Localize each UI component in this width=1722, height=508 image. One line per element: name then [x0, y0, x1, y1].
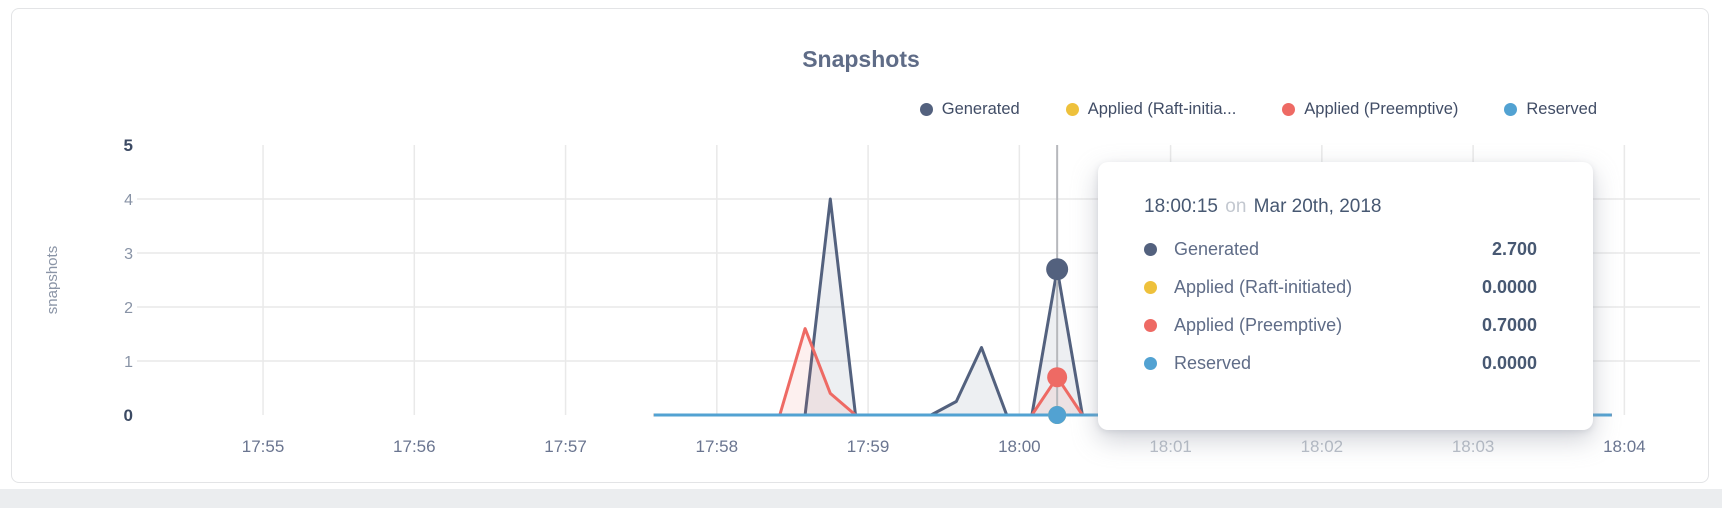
tooltip-series-value: 2.700 — [1491, 238, 1537, 259]
legend-label: Reserved — [1526, 100, 1597, 118]
tooltip-date: Mar 20th, 2018 — [1253, 196, 1382, 217]
legend-label: Applied (Preemptive) — [1304, 100, 1459, 118]
tooltip-series-label: Reserved — [1174, 352, 1252, 373]
y-tick-label: 3 — [124, 246, 133, 263]
hover-point-1 — [1046, 258, 1069, 281]
tooltip-row: Applied (Preemptive) 0.7000 — [1144, 306, 1537, 344]
tooltip-series-value: 0.0000 — [1481, 276, 1537, 297]
x-tick-label: 17:55 — [242, 437, 285, 456]
x-tick-label: 18:04 — [1603, 437, 1646, 456]
legend-item[interactable]: Applied (Preemptive) — [1282, 100, 1458, 119]
tooltip-row: Applied (Raft-initiated) 0.0000 — [1144, 268, 1537, 306]
y-tick-label: 4 — [124, 192, 133, 209]
tooltip-swatch-icon — [1144, 280, 1157, 294]
y-axis-title: snapshots — [44, 246, 61, 314]
tooltip-header: 18:00:15 on Mar 20th, 2018 — [1144, 196, 1537, 218]
x-tick-label: 18:01 — [1149, 437, 1192, 456]
legend-item[interactable]: Applied (Raft-initia... — [1065, 100, 1237, 119]
hover-tooltip: 18:00:15 on Mar 20th, 2018 Generated 2.7… — [1098, 162, 1593, 430]
legend-swatch-icon — [919, 103, 933, 116]
tooltip-conjunction: on — [1225, 196, 1247, 217]
hover-point-3 — [1047, 367, 1068, 388]
legend-label: Generated — [941, 100, 1020, 118]
x-tick-label: 17:59 — [847, 437, 890, 456]
tooltip-series-value: 0.7000 — [1481, 314, 1537, 335]
legend-swatch-icon — [1065, 103, 1079, 116]
legend-item[interactable]: Generated — [919, 100, 1020, 119]
next-section-background — [0, 489, 1722, 508]
y-tick-label: 5 — [124, 136, 133, 155]
x-tick-label: 17:56 — [393, 437, 436, 456]
tooltip-series-label: Generated — [1174, 238, 1260, 259]
tooltip-swatch-icon — [1144, 356, 1157, 370]
tooltip-series-value: 0.0000 — [1481, 352, 1537, 373]
legend-label: Applied (Raft-initia... — [1087, 100, 1237, 118]
y-tick-label: 2 — [124, 300, 133, 317]
legend: Generated Applied (Raft-initia... Applie… — [919, 100, 1597, 119]
legend-swatch-icon — [1504, 103, 1518, 116]
x-tick-label: 17:57 — [544, 437, 587, 456]
tooltip-time: 18:00:15 — [1144, 196, 1218, 217]
tooltip-series-label: Applied (Raft-initiated) — [1174, 276, 1353, 297]
tooltip-swatch-icon — [1144, 242, 1157, 256]
y-tick-label: 0 — [124, 406, 133, 425]
x-tick-label: 18:00 — [998, 437, 1041, 456]
series-line — [653, 197, 1612, 417]
tooltip-series-label: Applied (Preemptive) — [1174, 314, 1343, 335]
legend-swatch-icon — [1282, 103, 1296, 116]
tooltip-swatch-icon — [1144, 318, 1157, 332]
chart-title: Snapshots — [802, 46, 920, 72]
x-tick-label: 17:58 — [696, 437, 739, 456]
x-tick-label: 18:02 — [1301, 437, 1344, 456]
legend-item[interactable]: Reserved — [1504, 100, 1597, 119]
tooltip-row: Reserved 0.0000 — [1144, 344, 1537, 382]
x-tick-label: 18:03 — [1452, 437, 1495, 456]
y-tick-label: 1 — [124, 354, 133, 371]
tooltip-row: Generated 2.700 — [1144, 230, 1537, 268]
tooltip-rows: Generated 2.700 Applied (Raft-initiated)… — [1144, 230, 1537, 382]
hover-point-4 — [1048, 406, 1067, 424]
